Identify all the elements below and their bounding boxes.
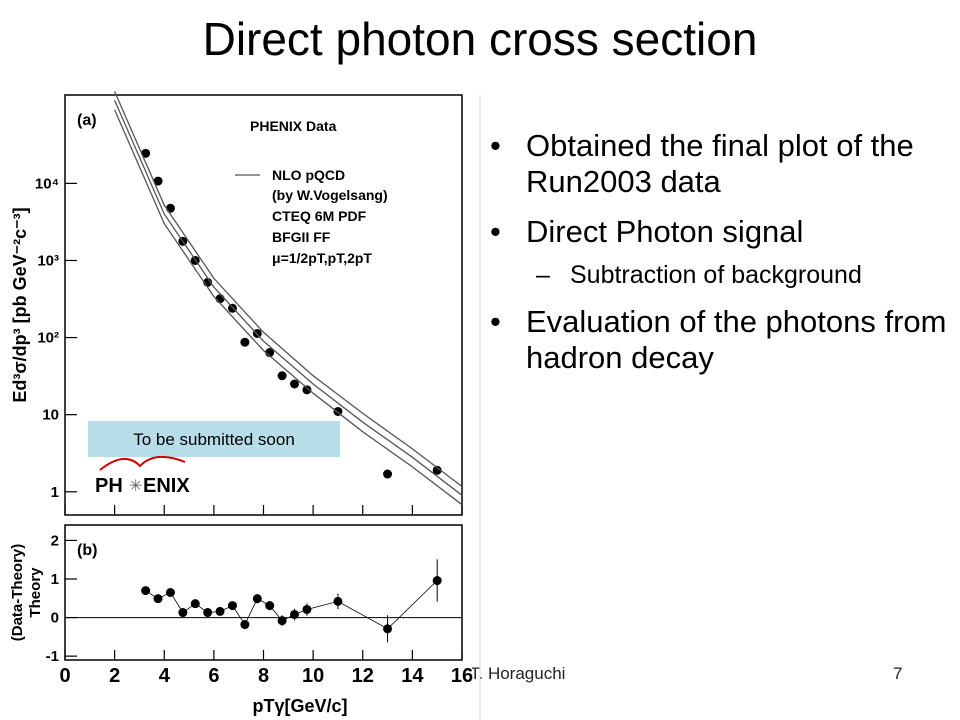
- bullet-list: Obtained the final plot of the Run2003 d…: [490, 128, 955, 390]
- y-tick-label: -1: [46, 648, 59, 665]
- logo-text: ENIX: [143, 475, 190, 497]
- page-number: 7: [893, 664, 903, 683]
- y-tick-label: 10⁴: [35, 175, 59, 192]
- x-tick-label: 12: [352, 665, 374, 687]
- data-point: [215, 294, 225, 304]
- legend-label: NLO pQCD: [272, 167, 345, 183]
- data-point: [290, 379, 300, 389]
- data-line: [145, 580, 438, 630]
- theory-curve: [114, 91, 463, 488]
- x-tick-label: 14: [401, 665, 424, 687]
- bullet: Evaluation of the photons from hadron de…: [490, 304, 955, 376]
- legend-title: PHENIX Data: [250, 118, 337, 134]
- bullet: Obtained the final plot of the Run2003 d…: [490, 128, 955, 200]
- y-axis-label: (Data-Theory): [9, 544, 26, 642]
- x-tick-label: 0: [59, 665, 70, 687]
- y-tick-label: 1: [51, 484, 59, 501]
- y-tick-label: 10²: [37, 330, 59, 347]
- data-point: [165, 203, 175, 213]
- plot-background: [0, 95, 472, 720]
- y-tick-label: 2: [51, 532, 59, 549]
- legend-note: (by W.Vogelsang): [272, 187, 388, 203]
- legend-note: BFGII FF: [272, 229, 331, 245]
- y-axis-label: Ed³σ/dp³ [pb GeV⁻²c⁻³]: [10, 207, 30, 402]
- logo-star: ✳: [129, 478, 142, 495]
- panel-label: (a): [77, 112, 97, 129]
- logo-text: PH: [95, 475, 123, 497]
- y-tick-label: 1: [51, 571, 59, 588]
- data-point: [277, 371, 287, 381]
- data-point: [432, 465, 442, 475]
- x-tick-label: 16: [451, 665, 473, 687]
- x-tick-label: 6: [208, 665, 219, 687]
- data-point: [265, 348, 275, 358]
- badge: To be submitted soon: [133, 430, 295, 449]
- footer: T. Horaguchi: [470, 664, 566, 683]
- data-point: [153, 176, 163, 186]
- data-point: [383, 469, 393, 479]
- badge-box: [88, 421, 340, 457]
- legend-note: μ=1/2pT,pT,2pT: [272, 250, 372, 266]
- y-axis-label: Theory: [27, 567, 44, 618]
- y-tick-label: 0: [51, 610, 59, 627]
- data-point: [302, 385, 312, 395]
- bullet: Subtraction of background: [490, 260, 955, 290]
- data-point: [141, 148, 151, 158]
- x-tick-label: 10: [302, 665, 324, 687]
- x-tick-label: 4: [159, 665, 171, 687]
- x-tick-label: 2: [109, 665, 120, 687]
- bullet: Direct Photon signal: [490, 214, 955, 250]
- x-tick-label: 8: [258, 665, 269, 687]
- legend-note: CTEQ 6M PDF: [272, 208, 367, 224]
- data-point: [240, 337, 250, 347]
- theory-curve: [114, 109, 463, 506]
- theory-curve: [114, 99, 463, 496]
- x-axis-label: pTγ[GeV/c]: [252, 696, 347, 716]
- logo-arc: [99, 455, 186, 471]
- slide-title: Direct photon cross section: [202, 13, 758, 65]
- y-tick-label: 10: [42, 407, 59, 424]
- panel-label: (b): [77, 542, 97, 559]
- y-tick-label: 10³: [37, 252, 59, 269]
